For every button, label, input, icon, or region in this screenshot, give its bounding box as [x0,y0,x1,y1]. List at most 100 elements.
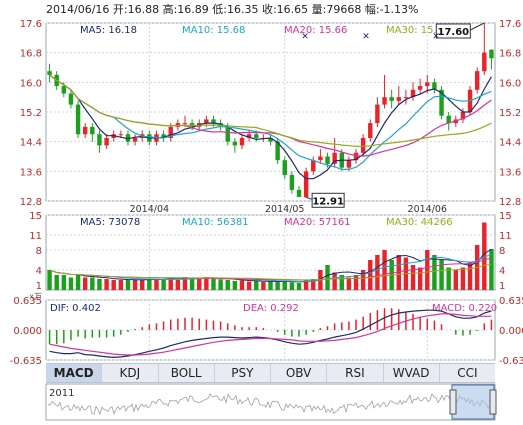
tab-boll[interactable]: BOLL [159,364,215,382]
volume-bar [132,280,138,290]
price-ytick-right: 14.4 [499,138,521,149]
macd-ytick-right: -0.635 [499,356,523,367]
candle-body [332,152,337,164]
max-pointer [470,22,485,31]
ma5-line [49,74,492,180]
tab-obv[interactable]: OBV [271,364,328,382]
volume-bar [261,282,266,290]
candle-body [289,175,295,190]
overview-year-label: 2011 [49,388,74,399]
volume-bar [275,282,280,290]
min-price-label: 12.91 [312,196,344,207]
volume-bar [289,282,295,290]
volume-bar [360,270,366,290]
volume-bar [118,280,124,290]
ma30-line [49,74,492,148]
volume-bar [446,267,451,290]
macd-value-label: MACD: 0.220 [432,303,497,314]
candle-body [489,49,494,59]
candle-body [211,119,216,124]
volume-legend-item: MA20: 57161 [284,217,351,228]
volume-bar [339,275,344,290]
volume-bar [175,280,181,290]
volume-bar [204,277,209,290]
range-handle-right[interactable] [489,389,497,415]
candle-body [396,97,401,101]
candle-body [125,134,131,142]
volume-bar [467,262,473,290]
price-ytick-right: 15.2 [499,108,521,119]
volume-bar [417,267,423,290]
volume-bar [268,281,273,290]
candle-body [282,160,287,176]
volume-bar [311,279,316,290]
price-ytick-right: 16.0 [499,78,521,89]
candle-body [296,189,302,197]
price-legend-item: MA5: 16.18 [80,25,137,36]
candle-body [90,126,95,135]
macd-dif-label: DIF: 0.402 [50,303,101,314]
volume-bar [325,265,330,290]
volume-bar [218,279,223,290]
volume-bar [75,275,81,290]
candle-body [425,82,430,87]
range-handle-left[interactable] [449,389,457,415]
price-ytick-left: 16.8 [20,49,42,60]
indicator-tabs: MACD KDJ BOLL PSY OBV RSI WVAD CCI [46,363,495,383]
volume-bar [425,250,430,290]
candle-body [318,156,323,161]
event-marker-icon: ✕ [362,32,370,42]
volume-bar [296,283,302,290]
candle-body [446,115,451,124]
macd-ytick-left: 0.000 [13,326,42,337]
candle-body [410,89,416,98]
tab-psy[interactable]: PSY [215,364,271,382]
candle-body [47,71,52,75]
tab-wvad[interactable]: WVAD [384,364,440,382]
volume-bar [225,280,230,290]
tab-kdj[interactable]: KDJ [102,364,159,382]
volume-bar [147,278,152,290]
candle-body [474,71,480,90]
candle-body [389,97,394,101]
volume-bar [140,280,145,290]
volume-bar [125,279,131,290]
price-ytick-left: 15.2 [20,108,42,119]
candle-body [417,86,423,90]
candle-body [368,123,373,138]
volume-legend-item: MA10: 56381 [182,217,249,228]
tab-macd[interactable]: MACD [46,364,103,382]
candle-body [104,137,109,146]
macd-ytick-right: 0.635 [499,296,523,307]
tab-cci[interactable]: CCI [457,366,478,380]
volume-bar [232,281,238,290]
price-ytick-left: 16.0 [20,78,42,89]
volume-bar [104,279,109,290]
volume-bar [346,277,352,290]
candle-body [132,137,138,142]
volume-ytick-left: 4 [36,266,42,277]
price-legend-item: MA20: 15.66 [284,25,347,36]
volume-bar [82,277,88,290]
volume-ytick-right: 1 [499,281,505,292]
volume-bar [189,279,195,290]
volume-legend-item: MA5: 73078 [80,217,140,228]
candle-body [61,86,67,94]
volume-bar [168,277,173,290]
volume-bar [254,281,259,290]
candle-body [225,126,230,142]
overview-frame [45,383,496,421]
overview-sparkline [47,392,493,416]
volume-ytick-left: 15 [29,211,42,222]
volume-ytick-left: 8 [36,246,42,257]
price-ytick-left: 12.8 [20,197,42,208]
tab-rsi[interactable]: RSI [327,364,384,382]
candle-body [239,137,245,146]
candle-body [325,156,330,164]
candle-body [439,89,444,116]
price-legend-item: MA30: 15.17 [386,25,449,36]
volume-ma5-line [49,248,492,283]
candle-body [204,119,209,124]
